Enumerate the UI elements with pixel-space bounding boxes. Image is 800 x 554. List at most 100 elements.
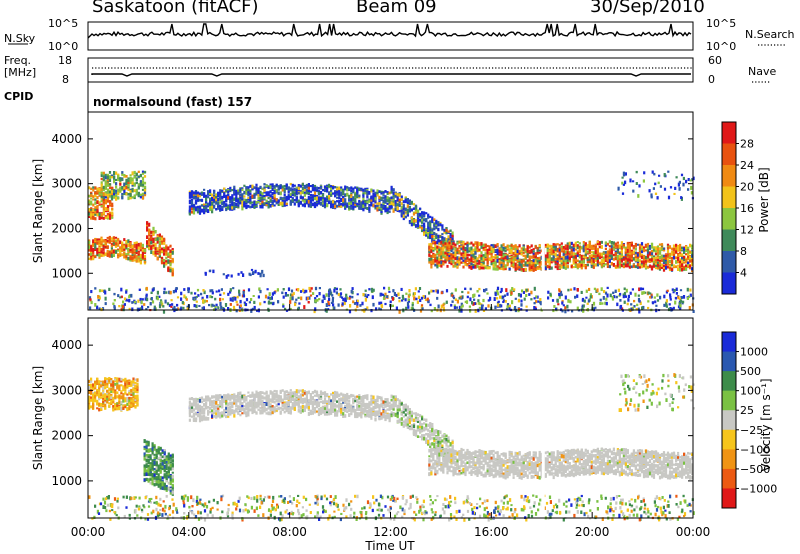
heatmap-cell — [590, 259, 593, 263]
heatmap-cell — [508, 244, 511, 248]
heatmap-cell — [231, 201, 234, 206]
heatmap-cell — [169, 255, 172, 259]
heatmap-cell — [289, 187, 292, 192]
heatmap-cell — [287, 189, 290, 193]
heatmap-cell — [608, 254, 611, 259]
heatmap-cell — [606, 265, 609, 268]
heatmap-cell — [215, 208, 218, 211]
heatmap-cell — [512, 265, 515, 269]
heatmap-cell — [207, 195, 210, 199]
heatmap-cell — [203, 188, 206, 191]
heatmap-cell — [449, 229, 452, 232]
heatmap-cell — [423, 232, 426, 236]
heatmap-cell — [650, 265, 654, 268]
heatmap-cell — [470, 241, 473, 245]
heatmap-cell — [412, 293, 415, 298]
heatmap-cell — [600, 252, 603, 257]
heatmap-cell — [135, 172, 138, 177]
heatmap-cell — [558, 263, 561, 266]
heatmap-cell — [404, 207, 407, 212]
heatmap-cell — [480, 257, 483, 261]
heatmap-cell — [135, 252, 138, 255]
heatmap-cell — [572, 243, 575, 247]
heatmap-cell — [412, 207, 416, 210]
heatmap-cell — [366, 191, 369, 196]
heatmap-cell — [392, 208, 395, 211]
heatmap-cell — [622, 295, 625, 299]
heatmap-cell — [472, 253, 475, 258]
heatmap-cell — [500, 265, 503, 270]
heatmap-cell — [150, 230, 153, 234]
heatmap-cell — [654, 300, 657, 304]
heatmap-cell — [299, 201, 302, 204]
heatmap-cell — [616, 257, 619, 260]
heatmap-cell — [530, 249, 533, 253]
heatmap-cell — [530, 265, 533, 269]
heatmap-cell — [217, 202, 220, 206]
heatmap-cell — [156, 247, 159, 251]
heatmap-cell — [160, 241, 164, 245]
heatmap-cell — [656, 293, 659, 297]
heatmap-cell — [94, 208, 97, 211]
heatmap-cell — [486, 292, 489, 295]
heatmap-cell — [141, 243, 144, 247]
heatmap-cell — [303, 194, 306, 197]
heatmap-cell — [470, 246, 473, 250]
heatmap-cell — [562, 304, 565, 307]
heatmap-cell — [285, 309, 289, 312]
heatmap-cell — [267, 296, 270, 300]
heatmap-cell — [406, 208, 409, 212]
heatmap-cell — [584, 246, 587, 250]
heatmap-cell — [421, 211, 424, 214]
heatmap-cell — [227, 195, 230, 200]
heatmap-cell — [656, 247, 660, 252]
heatmap-cell — [125, 186, 128, 190]
heatmap-cell — [137, 259, 140, 263]
heatmap-cell — [127, 239, 130, 243]
heatmap-cell — [646, 251, 650, 255]
heatmap-cell — [502, 264, 505, 269]
heatmap-cell — [267, 196, 270, 200]
heatmap-cell — [378, 301, 381, 305]
heatmap-cell — [98, 307, 101, 311]
heatmap-cell — [548, 251, 551, 256]
heatmap-cell — [436, 245, 439, 249]
heatmap-cell — [656, 264, 660, 267]
heatmap-cell — [423, 222, 426, 227]
heatmap-cell — [490, 246, 493, 251]
heatmap-cell — [456, 264, 459, 268]
heatmap-cell — [445, 300, 448, 304]
heatmap-cell — [313, 184, 317, 189]
heatmap-cell — [281, 203, 284, 206]
heatmap-cell — [213, 190, 216, 194]
heatmap-cell — [486, 248, 489, 252]
heatmap-cell — [512, 247, 515, 251]
heatmap-cell — [610, 245, 613, 248]
heatmap-cell — [98, 242, 101, 247]
heatmap-cell — [576, 244, 579, 248]
heatmap-cell — [462, 255, 465, 259]
heatmap-cell — [433, 222, 436, 225]
heatmap-cell — [547, 296, 550, 300]
heatmap-cell — [297, 184, 300, 188]
heatmap-cell — [419, 219, 422, 222]
heatmap-cell — [413, 297, 416, 301]
heatmap-cell — [639, 287, 642, 291]
heatmap-cell — [564, 258, 567, 261]
heatmap-cell — [691, 261, 694, 266]
heatmap-cell — [237, 272, 240, 276]
heatmap-cell — [444, 260, 447, 264]
heatmap-cell — [334, 204, 337, 209]
heatmap-cell — [229, 188, 232, 193]
heatmap-cell — [263, 202, 266, 205]
heatmap-cell — [432, 241, 435, 244]
heatmap-cell — [106, 178, 109, 182]
heatmap-cell — [540, 266, 543, 269]
heatmap-cell — [476, 244, 479, 248]
heatmap-cell — [392, 191, 395, 196]
heatmap-cell — [679, 265, 682, 268]
heatmap-cell — [671, 288, 674, 291]
heatmap-cell — [532, 252, 535, 255]
heatmap-cell — [528, 251, 531, 254]
heatmap-cell — [514, 254, 517, 258]
